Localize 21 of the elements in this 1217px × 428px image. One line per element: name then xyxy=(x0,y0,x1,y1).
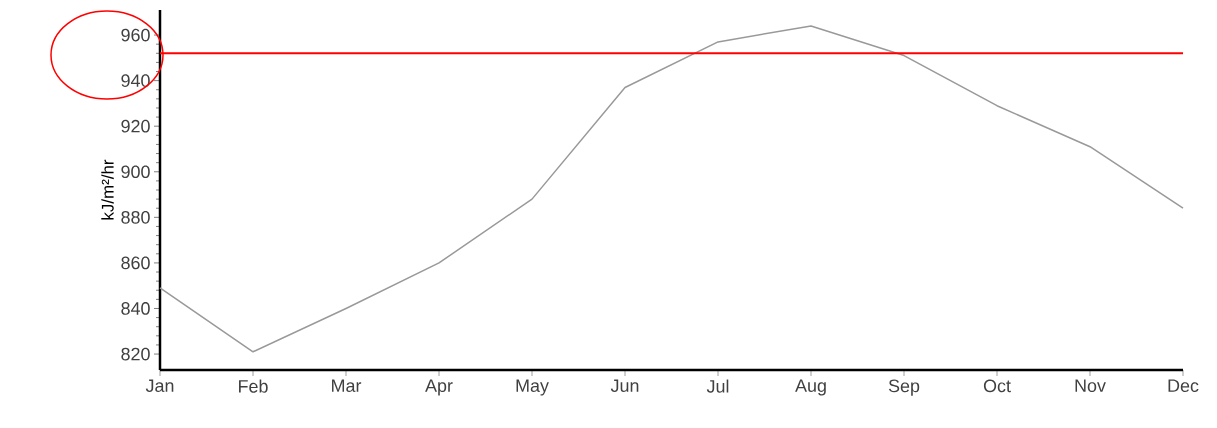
y-tick-label: 820 xyxy=(121,347,150,361)
x-tick-label: Oct xyxy=(983,379,1011,393)
x-tick-label: Dec xyxy=(1168,379,1199,393)
x-tick-label: Jan xyxy=(145,379,174,393)
x-tick-label: Apr xyxy=(425,379,453,396)
x-tick-label: Sep xyxy=(888,379,920,396)
x-tick-label: Jul xyxy=(706,379,729,393)
y-tick-label: 880 xyxy=(121,210,150,224)
y-axis-title: kJ/m²/hr xyxy=(101,159,114,220)
y-tick-label: 840 xyxy=(121,302,150,315)
y-tick-label: 960 xyxy=(121,28,150,42)
y-tick-label: 940 xyxy=(121,74,150,87)
x-tick-label: Mar xyxy=(332,379,362,393)
x-tick-label: Nov xyxy=(1075,379,1106,393)
x-tick-label: Aug xyxy=(795,379,826,396)
y-tick-label: 860 xyxy=(121,256,150,270)
x-tick-label: Feb xyxy=(239,379,268,393)
y-tick-label: 900 xyxy=(121,165,150,179)
x-tick-label: Jun xyxy=(610,379,639,393)
x-tick-label: May xyxy=(516,379,549,396)
y-tick-label: 920 xyxy=(121,119,150,133)
